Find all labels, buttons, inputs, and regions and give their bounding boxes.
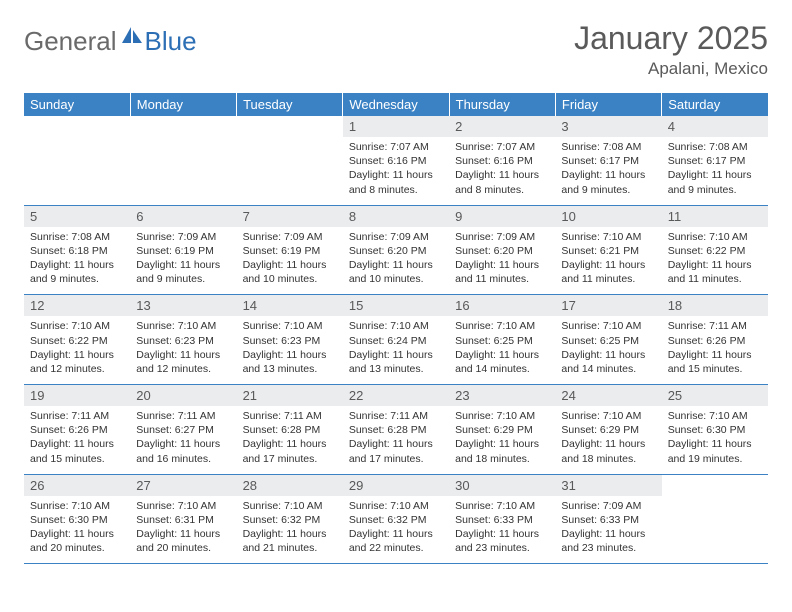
day-info	[130, 137, 236, 205]
day-info	[24, 137, 130, 205]
day-info: Sunrise: 7:10 AMSunset: 6:30 PMDaylight:…	[662, 406, 768, 474]
day-number: 15	[343, 295, 449, 317]
day-info: Sunrise: 7:10 AMSunset: 6:32 PMDaylight:…	[343, 496, 449, 564]
col-fri: Friday	[555, 93, 661, 116]
day-number: 27	[130, 474, 236, 496]
day-number: 24	[555, 385, 661, 407]
day-info: Sunrise: 7:10 AMSunset: 6:23 PMDaylight:…	[130, 316, 236, 384]
day-info: Sunrise: 7:11 AMSunset: 6:27 PMDaylight:…	[130, 406, 236, 474]
day-info: Sunrise: 7:07 AMSunset: 6:16 PMDaylight:…	[343, 137, 449, 205]
day-number: 31	[555, 474, 661, 496]
day-number: 17	[555, 295, 661, 317]
day-info: Sunrise: 7:09 AMSunset: 6:19 PMDaylight:…	[237, 227, 343, 295]
day-number: 14	[237, 295, 343, 317]
day-info: Sunrise: 7:09 AMSunset: 6:33 PMDaylight:…	[555, 496, 661, 564]
brand-part1: General	[24, 26, 117, 57]
header: General Blue January 2025 Apalani, Mexic…	[24, 20, 768, 79]
day-info: Sunrise: 7:10 AMSunset: 6:30 PMDaylight:…	[24, 496, 130, 564]
day-info: Sunrise: 7:10 AMSunset: 6:25 PMDaylight:…	[449, 316, 555, 384]
day-info-row: Sunrise: 7:10 AMSunset: 6:22 PMDaylight:…	[24, 316, 768, 384]
day-info: Sunrise: 7:10 AMSunset: 6:33 PMDaylight:…	[449, 496, 555, 564]
day-number	[237, 116, 343, 137]
day-info	[662, 496, 768, 564]
page-title: January 2025	[574, 20, 768, 57]
brand-part2: Blue	[145, 26, 197, 57]
day-number: 3	[555, 116, 661, 137]
day-number: 2	[449, 116, 555, 137]
day-info-row: Sunrise: 7:08 AMSunset: 6:18 PMDaylight:…	[24, 227, 768, 295]
day-number: 26	[24, 474, 130, 496]
day-info: Sunrise: 7:10 AMSunset: 6:25 PMDaylight:…	[555, 316, 661, 384]
day-info-row: Sunrise: 7:10 AMSunset: 6:30 PMDaylight:…	[24, 496, 768, 564]
day-info: Sunrise: 7:08 AMSunset: 6:17 PMDaylight:…	[662, 137, 768, 205]
col-sun: Sunday	[24, 93, 130, 116]
col-thu: Thursday	[449, 93, 555, 116]
col-sat: Saturday	[662, 93, 768, 116]
day-info: Sunrise: 7:10 AMSunset: 6:24 PMDaylight:…	[343, 316, 449, 384]
day-info	[237, 137, 343, 205]
day-number-row: 19202122232425	[24, 385, 768, 407]
day-number: 6	[130, 205, 236, 227]
day-number-row: 262728293031	[24, 474, 768, 496]
day-info: Sunrise: 7:10 AMSunset: 6:22 PMDaylight:…	[24, 316, 130, 384]
day-number: 19	[24, 385, 130, 407]
day-info: Sunrise: 7:07 AMSunset: 6:16 PMDaylight:…	[449, 137, 555, 205]
day-info: Sunrise: 7:10 AMSunset: 6:32 PMDaylight:…	[237, 496, 343, 564]
col-mon: Monday	[130, 93, 236, 116]
day-number: 5	[24, 205, 130, 227]
day-number	[24, 116, 130, 137]
day-number: 8	[343, 205, 449, 227]
day-number-row: 12131415161718	[24, 295, 768, 317]
day-info: Sunrise: 7:11 AMSunset: 6:28 PMDaylight:…	[237, 406, 343, 474]
day-info-row: Sunrise: 7:11 AMSunset: 6:26 PMDaylight:…	[24, 406, 768, 474]
col-tue: Tuesday	[237, 93, 343, 116]
day-number: 23	[449, 385, 555, 407]
brand-logo: General Blue	[24, 20, 197, 57]
day-info: Sunrise: 7:09 AMSunset: 6:19 PMDaylight:…	[130, 227, 236, 295]
day-number: 4	[662, 116, 768, 137]
day-info: Sunrise: 7:11 AMSunset: 6:26 PMDaylight:…	[24, 406, 130, 474]
day-info: Sunrise: 7:11 AMSunset: 6:26 PMDaylight:…	[662, 316, 768, 384]
weekday-header-row: Sunday Monday Tuesday Wednesday Thursday…	[24, 93, 768, 116]
calendar-table: Sunday Monday Tuesday Wednesday Thursday…	[24, 93, 768, 564]
day-info: Sunrise: 7:11 AMSunset: 6:28 PMDaylight:…	[343, 406, 449, 474]
sail-icon	[121, 26, 143, 49]
day-info: Sunrise: 7:10 AMSunset: 6:21 PMDaylight:…	[555, 227, 661, 295]
day-number: 20	[130, 385, 236, 407]
day-number	[130, 116, 236, 137]
day-number-row: 567891011	[24, 205, 768, 227]
day-info: Sunrise: 7:08 AMSunset: 6:17 PMDaylight:…	[555, 137, 661, 205]
day-info: Sunrise: 7:08 AMSunset: 6:18 PMDaylight:…	[24, 227, 130, 295]
day-info: Sunrise: 7:10 AMSunset: 6:23 PMDaylight:…	[237, 316, 343, 384]
day-info: Sunrise: 7:10 AMSunset: 6:31 PMDaylight:…	[130, 496, 236, 564]
day-number: 13	[130, 295, 236, 317]
day-info: Sunrise: 7:10 AMSunset: 6:22 PMDaylight:…	[662, 227, 768, 295]
calendar-page: General Blue January 2025 Apalani, Mexic…	[0, 0, 792, 584]
day-info: Sunrise: 7:10 AMSunset: 6:29 PMDaylight:…	[555, 406, 661, 474]
day-number: 21	[237, 385, 343, 407]
day-number: 25	[662, 385, 768, 407]
day-number: 18	[662, 295, 768, 317]
day-number: 30	[449, 474, 555, 496]
day-number: 11	[662, 205, 768, 227]
day-info: Sunrise: 7:09 AMSunset: 6:20 PMDaylight:…	[449, 227, 555, 295]
day-number: 12	[24, 295, 130, 317]
day-info-row: Sunrise: 7:07 AMSunset: 6:16 PMDaylight:…	[24, 137, 768, 205]
day-number: 7	[237, 205, 343, 227]
day-number: 1	[343, 116, 449, 137]
day-number-row: 1234	[24, 116, 768, 137]
title-block: January 2025 Apalani, Mexico	[574, 20, 768, 79]
day-number: 29	[343, 474, 449, 496]
location: Apalani, Mexico	[574, 59, 768, 79]
day-info: Sunrise: 7:10 AMSunset: 6:29 PMDaylight:…	[449, 406, 555, 474]
day-number: 22	[343, 385, 449, 407]
col-wed: Wednesday	[343, 93, 449, 116]
day-number: 16	[449, 295, 555, 317]
day-number: 10	[555, 205, 661, 227]
day-number: 9	[449, 205, 555, 227]
day-number: 28	[237, 474, 343, 496]
day-info: Sunrise: 7:09 AMSunset: 6:20 PMDaylight:…	[343, 227, 449, 295]
day-number	[662, 474, 768, 496]
